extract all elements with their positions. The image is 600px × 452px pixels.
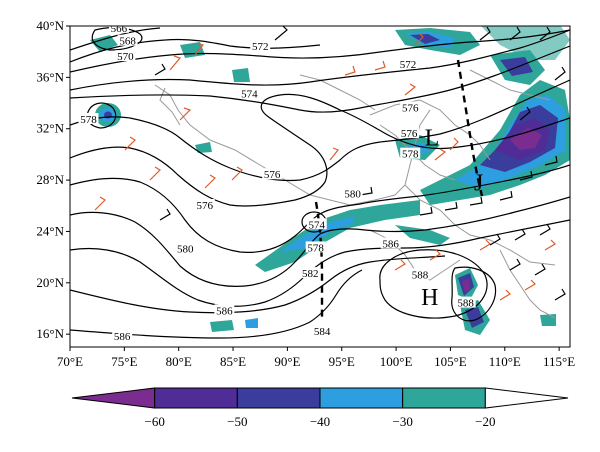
contour-label: 574	[308, 219, 325, 231]
contour-label-bg	[400, 147, 421, 159]
contour-label-bg	[398, 57, 419, 69]
lat-tick-label: 28°N	[36, 172, 64, 187]
colorbar-tick-label: −40	[310, 414, 330, 429]
contour-label-bg	[306, 218, 327, 230]
colorbar-tick-label: −50	[227, 414, 247, 429]
colorbar-segment	[319, 387, 404, 409]
contour-label-bg	[117, 34, 138, 46]
colorbar: −60 −50 −40 −30 −20	[71, 387, 569, 429]
colorbar-tick-label: −60	[144, 414, 164, 429]
contour-label-bg	[214, 304, 235, 316]
colorbar-tick-label: −30	[392, 414, 412, 429]
contour-label-bg	[239, 87, 260, 99]
contour-label: 576	[264, 169, 281, 181]
lon-tick-label: 80°E	[166, 354, 192, 369]
contour-label-bg	[262, 168, 283, 180]
contour-label-bg	[305, 241, 326, 253]
contour-label: 580	[344, 188, 361, 200]
colorbar-segment	[484, 387, 569, 409]
lon-tick-label: 75°E	[111, 354, 137, 369]
map-frame	[69, 25, 571, 348]
contour-label: 572	[252, 41, 269, 53]
contour-label: 578	[402, 149, 419, 161]
contour-label: 580	[177, 244, 194, 256]
contour-label-bg	[342, 187, 363, 199]
contour-label-bg	[455, 296, 476, 308]
pressure-symbols: H L J	[421, 126, 483, 311]
contour-label: 576	[402, 102, 419, 114]
lon-tick-label: 85°E	[220, 354, 246, 369]
pressure-center-symbol: J	[474, 171, 483, 197]
longitude-axis: 70°E 75°E 80°E 85°E 90°E 95°E 100°E 105°E 110°E 1…	[57, 347, 575, 369]
contour-label-bg	[194, 199, 215, 211]
contour-label-bg	[175, 242, 196, 254]
contour-label-bg	[108, 26, 129, 33]
lon-tick-label: 100°E	[380, 354, 413, 369]
colorbar-segment	[402, 387, 486, 409]
contour-label-bg	[250, 39, 271, 51]
contour-label: 588	[412, 269, 429, 281]
contour-label-bg	[300, 267, 321, 279]
lat-tick-label: 20°N	[36, 275, 64, 290]
trough-lines	[314, 59, 484, 318]
lon-tick-label: 105°E	[434, 354, 467, 369]
contour-label-bg	[78, 113, 99, 125]
lat-tick-label: 40°N	[36, 18, 64, 33]
contour-label-bg	[115, 50, 136, 62]
contour-label-bg	[410, 268, 430, 280]
contour-label: 566	[111, 23, 128, 35]
contour-label: 586	[114, 331, 131, 343]
contour-label: 578	[307, 242, 324, 254]
contour-label-bg	[312, 324, 333, 336]
contour-label: 582	[302, 268, 319, 280]
contour-label: 570	[117, 51, 134, 63]
contour-label: 586	[216, 305, 233, 317]
contour-label: 568	[119, 36, 136, 48]
lon-tick-label: 110°E	[489, 354, 521, 369]
contour-label: 578	[80, 114, 97, 126]
wind-barbs	[94, 26, 566, 301]
contour-label: 576	[197, 200, 214, 212]
contour-label-bg	[112, 330, 133, 342]
lat-tick-label: 16°N	[36, 326, 64, 341]
cloud-shading	[90, 26, 570, 335]
contour-label: 586	[382, 239, 399, 251]
pressure-center-symbol: H	[421, 285, 438, 311]
colorbar-segment	[71, 387, 156, 409]
lat-tick-label: 36°N	[36, 69, 64, 84]
lon-tick-label: 70°E	[57, 354, 83, 369]
contour-label: 588	[457, 298, 474, 310]
contour-label: 576	[401, 128, 418, 140]
colorbar-segment	[154, 387, 238, 409]
contour-label-bg	[399, 127, 420, 139]
latitude-axis: 40°N 36°N 32°N 28°N 24°N 20°N 16°N	[36, 18, 70, 341]
contour-label: 572	[400, 59, 417, 71]
contour-label-bg	[400, 101, 421, 113]
contour-label: 584	[314, 326, 331, 338]
contour-label: 574	[241, 88, 258, 100]
colorbar-segment	[236, 387, 321, 409]
lon-tick-label: 95°E	[329, 354, 355, 369]
lon-tick-label: 90°E	[274, 354, 300, 369]
lat-tick-label: 32°N	[36, 121, 64, 136]
lon-tick-label: 115°E	[543, 354, 575, 369]
pressure-center-symbol: L	[425, 126, 440, 152]
colorbar-tick-label: −20	[475, 414, 495, 429]
contour-label-bg	[380, 237, 401, 249]
lat-tick-label: 24°N	[36, 223, 64, 238]
